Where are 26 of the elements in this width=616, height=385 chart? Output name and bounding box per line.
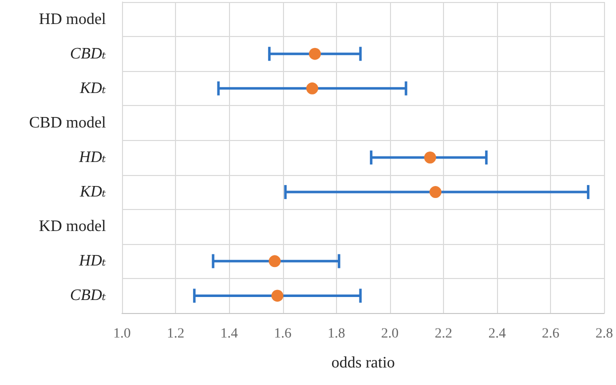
y-tick-label: HDₜ — [78, 149, 106, 166]
point — [268, 255, 281, 268]
y-tick-label: CBDₜ — [70, 45, 106, 62]
x-tick-label: 1.4 — [220, 326, 238, 342]
y-tick-label: HDₜ — [78, 252, 106, 270]
x-tick-label: 1.6 — [274, 326, 292, 342]
x-tick-label: 1.2 — [166, 326, 184, 342]
x-tick-label: 2.4 — [488, 326, 506, 342]
y-tick-label: KD model — [38, 218, 107, 236]
x-tick-label: 2.6 — [542, 326, 560, 342]
y-tick-label: CBD model — [29, 114, 107, 132]
x-axis-title: odds ratio — [331, 354, 395, 372]
x-tick-label: 1.8 — [328, 326, 346, 342]
x-tick-label: 2.0 — [381, 326, 399, 342]
point — [429, 186, 442, 198]
point — [424, 152, 436, 164]
point — [271, 290, 284, 302]
point — [306, 82, 318, 94]
x-tick-label: 2.2 — [434, 326, 452, 342]
y-tick-label: KDₜ — [78, 80, 106, 97]
y-tick-label: HD model — [38, 10, 107, 28]
y-tick-label: CBDₜ — [70, 287, 106, 304]
point — [308, 48, 321, 60]
x-tick-label: 2.8 — [596, 326, 613, 342]
y-tick-label: KDₜ — [78, 184, 106, 201]
x-tick-label: 1.0 — [113, 326, 131, 342]
